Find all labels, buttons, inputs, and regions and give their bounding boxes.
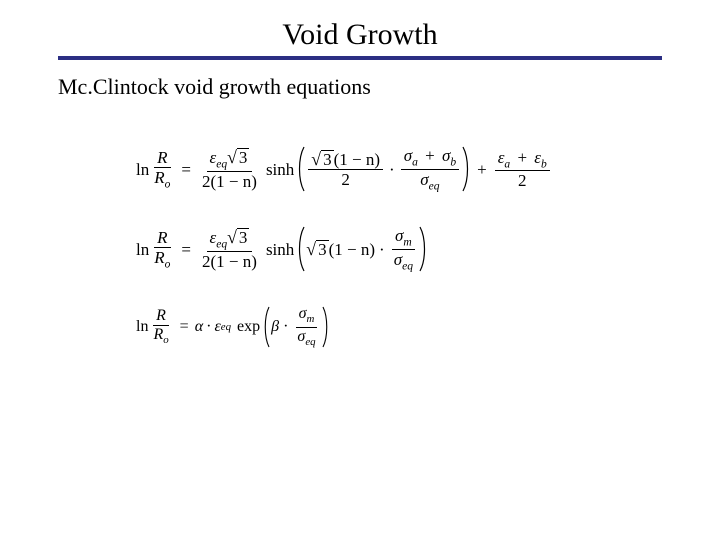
- equations-block: ln R Ro = εeq√3 2(1 − n) sinh √3(1: [58, 146, 662, 348]
- alpha: α: [195, 319, 203, 335]
- eps-eq-sub-3: eq: [221, 322, 231, 333]
- sig-m-3: σ: [299, 305, 307, 322]
- sig-eq-1: σ: [420, 170, 428, 189]
- lparen-1: [296, 146, 306, 192]
- frac-coeff-2: εeq√3 2(1 − n): [199, 228, 260, 270]
- inside-2: √3(1 − n): [306, 240, 375, 259]
- sqrt3-2b: 3: [316, 240, 329, 258]
- sig-a-sub: a: [412, 155, 418, 168]
- sqrt3-2a: 3: [237, 228, 250, 246]
- equals-3: =: [180, 319, 189, 335]
- ln-symbol-2: ln: [136, 241, 149, 258]
- frac-sigma-ab: σa + σb σeq: [401, 147, 459, 192]
- equation-3: ln R Ro = α · εeq exp β · σm σeq: [136, 306, 662, 348]
- sqrt3-1b: 3: [321, 150, 334, 168]
- one-minus-n-1b: 1 − n: [339, 150, 374, 169]
- two-2: 2: [202, 252, 211, 271]
- ln-symbol: ln: [136, 161, 149, 178]
- sig-eq-sub-1: eq: [429, 179, 440, 192]
- one-minus-n-2b: 1 − n: [334, 240, 369, 259]
- sqrt-sym-2b: √: [306, 239, 316, 259]
- eps-b: ε: [534, 148, 541, 167]
- frac-R-Ro-1: R Ro: [151, 149, 173, 190]
- one-minus-n-2: 1 − n: [216, 252, 251, 271]
- one-minus-n-1: 1 − n: [216, 172, 251, 191]
- sqrt3-1a: 3: [237, 148, 250, 166]
- frac-inside-1a: √3(1 − n) 2: [308, 150, 383, 189]
- title-underline: [58, 56, 662, 60]
- Ro-sub-1: o: [165, 177, 171, 190]
- subtitle: Mc.Clintock void growth equations: [58, 74, 662, 100]
- R-num-1: R: [157, 148, 167, 167]
- frac-R-Ro-2: R Ro: [151, 229, 173, 270]
- eps-eq-sub-2: eq: [216, 237, 227, 250]
- dot-1: ·: [389, 161, 395, 178]
- plus-tail-1: +: [477, 161, 487, 178]
- sig-m-sub-3: m: [307, 314, 315, 326]
- R-den-3: R: [153, 326, 163, 343]
- equals-1: =: [181, 161, 191, 178]
- plus-epsab: +: [517, 148, 527, 167]
- sig-eq-sub-3: eq: [305, 336, 315, 348]
- dot-3a: ·: [206, 319, 211, 335]
- slide-title: Void Growth: [58, 18, 662, 52]
- sqrt-sym-1a: √: [227, 147, 237, 167]
- Ro-sub-3: o: [163, 334, 168, 346]
- sig-eq-sub-2: eq: [402, 259, 413, 272]
- rparen-2: [418, 226, 428, 272]
- lparen-2: [296, 226, 306, 272]
- slide: Void Growth Mc.Clintock void growth equa…: [0, 0, 720, 540]
- dot-3b: ·: [283, 319, 288, 335]
- sig-eq-2: σ: [394, 250, 402, 269]
- equals-2: =: [181, 241, 191, 258]
- R-num-2: R: [157, 228, 167, 247]
- equation-1: ln R Ro = εeq√3 2(1 − n) sinh √3(1: [136, 146, 662, 192]
- eps-b-sub: b: [541, 157, 547, 170]
- sqrt-sym-1b: √: [311, 149, 321, 169]
- sig-m-sub-2: m: [403, 235, 411, 248]
- ln-symbol-3: ln: [136, 319, 148, 335]
- rparen-1: [461, 146, 471, 192]
- R-num-3: R: [156, 307, 166, 324]
- frac-sigma-m-3: σm σeq: [294, 306, 318, 347]
- sig-a: σ: [404, 146, 412, 165]
- beta: β: [271, 319, 279, 335]
- plus-sigab: +: [425, 146, 435, 165]
- frac-coeff-1: εeq√3 2(1 − n): [199, 148, 260, 190]
- lparen-3: [262, 306, 271, 348]
- Ro-sub-2: o: [165, 257, 171, 270]
- eps-a-sub: a: [504, 157, 510, 170]
- frac-eps-ab: εa + εb 2: [495, 149, 550, 190]
- two-tail-1: 2: [515, 171, 530, 189]
- dot-2: ·: [379, 241, 385, 258]
- frac-sigma-m-2: σm σeq: [391, 227, 416, 272]
- equation-2: ln R Ro = εeq√3 2(1 − n) sinh √3(1 − n): [136, 226, 662, 272]
- eps-eq-sub-1: eq: [216, 157, 227, 170]
- sinh-2: sinh: [266, 241, 294, 258]
- R-den-1: R: [154, 168, 164, 187]
- exp-3: exp: [237, 319, 260, 335]
- sinh-1: sinh: [266, 161, 294, 178]
- sig-b-sub: b: [450, 155, 456, 168]
- R-den-2: R: [154, 248, 164, 267]
- two-1b: 2: [338, 170, 353, 188]
- two-1: 2: [202, 172, 211, 191]
- sqrt-sym-2a: √: [227, 227, 237, 247]
- rparen-3: [321, 306, 330, 348]
- frac-R-Ro-3: R Ro: [150, 308, 171, 346]
